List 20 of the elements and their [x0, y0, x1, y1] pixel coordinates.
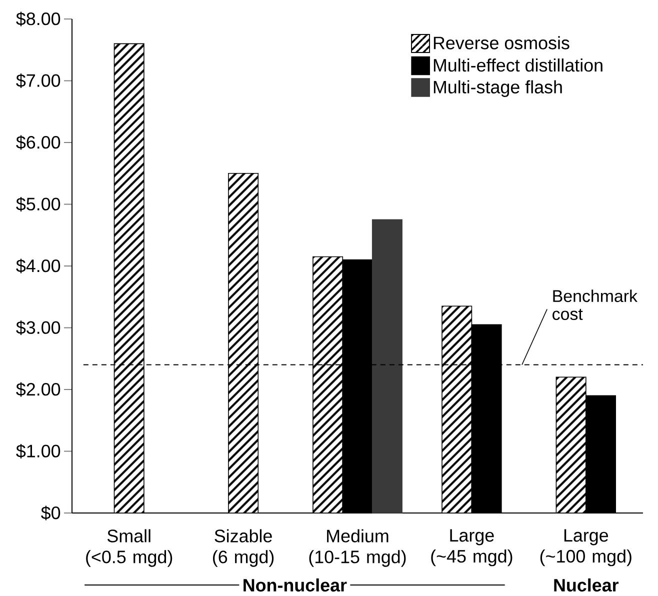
- y-tick-label: $2.00: [16, 382, 60, 397]
- y-tick-label: $8.00: [16, 12, 60, 26]
- y-tick-label: $3.00: [16, 320, 60, 336]
- legend-label: Reverse osmosis: [434, 36, 570, 50]
- y-tick-label: $1.00: [16, 444, 60, 459]
- y-tick-label: $4.00: [16, 258, 60, 274]
- x-tick-label: Sizable (6 mgd): [213, 529, 274, 567]
- x-tick-label: Large (~45 mgd): [431, 529, 512, 566]
- y-tick-label: $0: [41, 506, 60, 520]
- legend-label: Multi-stage flash: [434, 80, 562, 97]
- ref-line-label: Benchmark cost: [552, 290, 638, 320]
- y-tick-label: $5.00: [16, 196, 60, 212]
- y-tick-label: $6.00: [16, 135, 60, 150]
- text: Nuclear: [554, 578, 619, 592]
- y-tick-label: $7.00: [16, 73, 60, 88]
- x-tick-label: Large (~100 mgd): [540, 529, 632, 566]
- x-tick-label: Medium (10-15 mgd): [309, 529, 406, 567]
- text: Non-nuclear: [244, 578, 347, 592]
- x-tick-label: Small (<0.5 mgd): [86, 529, 172, 567]
- legend-label: Multi-effect distillation: [434, 58, 602, 72]
